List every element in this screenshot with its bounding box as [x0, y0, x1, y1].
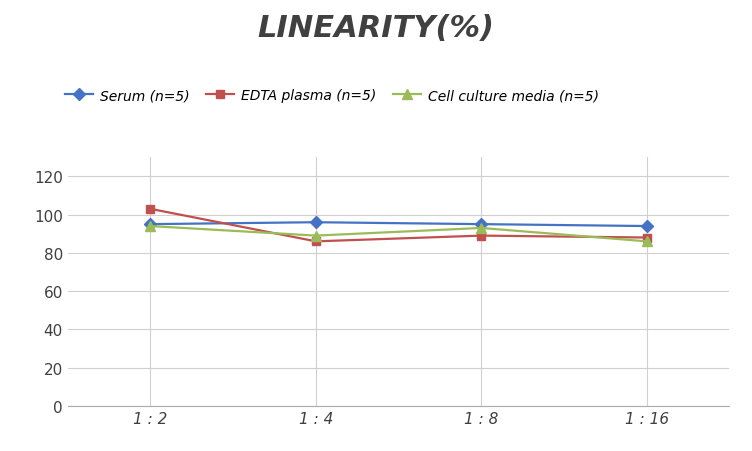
EDTA plasma (n=5)	[642, 235, 651, 241]
EDTA plasma (n=5)	[477, 233, 486, 239]
Legend: Serum (n=5), EDTA plasma (n=5), Cell culture media (n=5): Serum (n=5), EDTA plasma (n=5), Cell cul…	[59, 83, 604, 109]
Line: Serum (n=5): Serum (n=5)	[146, 219, 651, 231]
Cell culture media (n=5)	[146, 224, 155, 229]
Text: LINEARITY(%): LINEARITY(%)	[257, 14, 495, 42]
Serum (n=5)	[311, 220, 320, 226]
Cell culture media (n=5)	[477, 226, 486, 231]
Serum (n=5)	[477, 222, 486, 227]
Cell culture media (n=5)	[311, 233, 320, 239]
Line: Cell culture media (n=5): Cell culture media (n=5)	[146, 222, 651, 247]
EDTA plasma (n=5)	[146, 207, 155, 212]
Cell culture media (n=5)	[642, 239, 651, 244]
EDTA plasma (n=5)	[311, 239, 320, 244]
Serum (n=5)	[642, 224, 651, 229]
Serum (n=5)	[146, 222, 155, 227]
Line: EDTA plasma (n=5): EDTA plasma (n=5)	[146, 205, 651, 246]
